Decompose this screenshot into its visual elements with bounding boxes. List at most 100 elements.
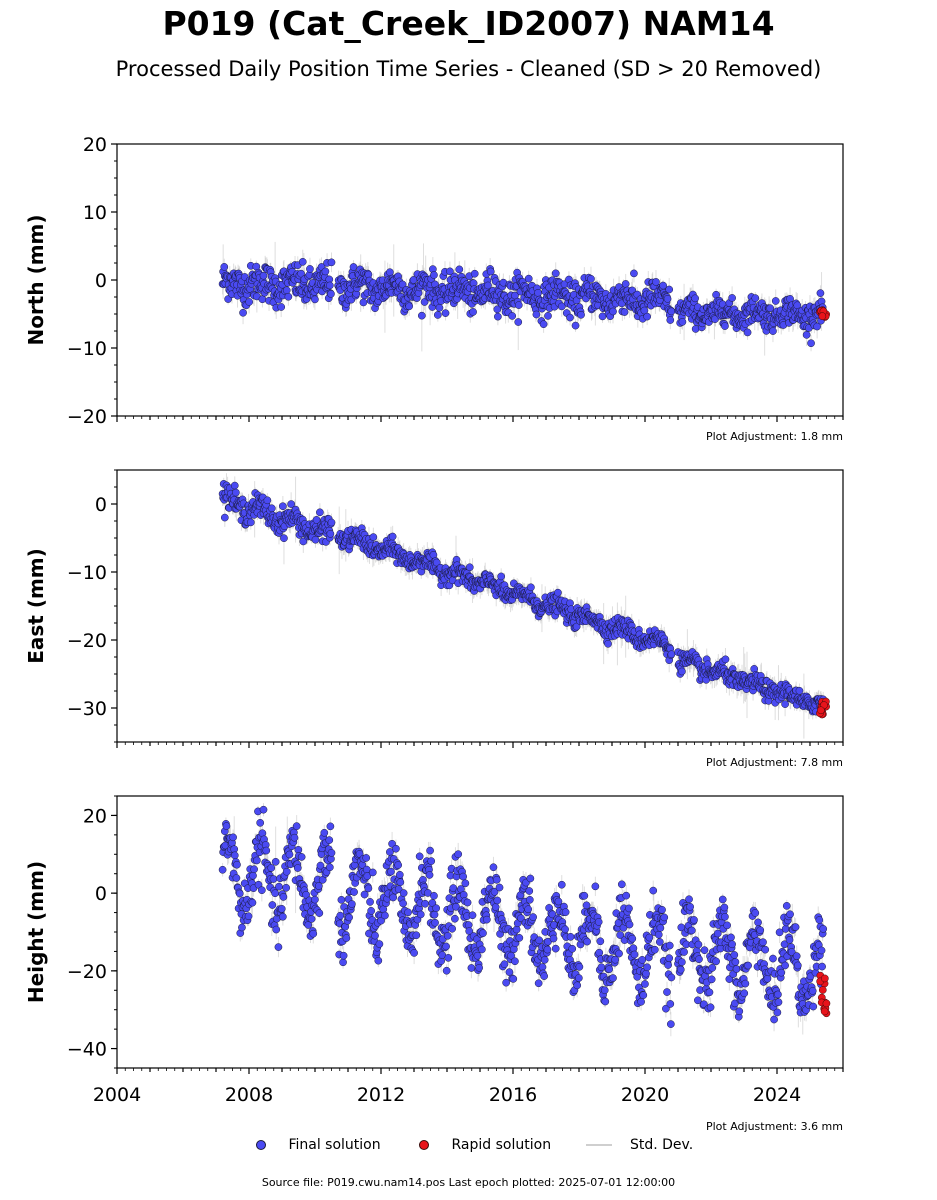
rapid-point (817, 706, 825, 715)
east-axes-frame (116, 469, 844, 743)
rapid-point (818, 986, 827, 994)
final-point (454, 850, 463, 859)
final-point (374, 956, 383, 965)
final-point (708, 964, 717, 972)
final-point (470, 269, 479, 278)
final-point (514, 301, 523, 309)
height-rapid-points (816, 971, 831, 1018)
final-point (629, 944, 638, 953)
final-point (463, 898, 472, 907)
xtick-label: 2004 (93, 1084, 141, 1106)
final-point (774, 998, 783, 1006)
final-point (786, 910, 794, 919)
final-point (666, 316, 675, 324)
final-point (667, 307, 676, 316)
height-plot-area (218, 803, 831, 1037)
final-point (625, 904, 633, 913)
height-plot-adjustment: Plot Adjustment: 3.6 mm (706, 1120, 843, 1133)
final-point (375, 940, 384, 948)
east-ylabel: East (mm) (24, 548, 48, 664)
north-ylabel: North (mm) (24, 214, 48, 345)
north-ytick-label: 0 (95, 270, 107, 292)
final-point (744, 961, 752, 970)
final-point (678, 318, 687, 326)
final-point (680, 948, 688, 956)
final-point (561, 908, 570, 916)
final-point (740, 989, 749, 998)
final-point (415, 852, 424, 861)
final-point (284, 292, 293, 301)
final-point (507, 951, 515, 960)
final-point (478, 945, 486, 954)
final-point (220, 513, 229, 522)
final-point (771, 297, 780, 305)
final-point (777, 968, 786, 977)
final-point (728, 940, 736, 949)
final-point (259, 271, 268, 280)
final-point (316, 508, 324, 517)
final-point (754, 918, 762, 927)
final-point (271, 889, 279, 898)
final-point (272, 925, 281, 934)
final-point (540, 956, 549, 964)
final-point (315, 909, 324, 917)
final-point (795, 686, 804, 695)
final-point (535, 936, 544, 945)
final-point (277, 904, 286, 913)
final-point (731, 958, 740, 966)
final-point (250, 865, 258, 874)
xtick-label: 2020 (621, 1084, 669, 1106)
final-point (551, 944, 560, 953)
final-point (235, 889, 244, 898)
xtick-label: 2024 (753, 1084, 801, 1106)
final-point (502, 978, 510, 987)
final-point (527, 583, 535, 592)
final-point (620, 308, 629, 316)
final-point (524, 274, 533, 283)
final-point (728, 294, 736, 302)
final-point (611, 955, 620, 964)
final-point (561, 925, 569, 934)
xtick-label: 2008 (225, 1084, 273, 1106)
north-final-points (218, 257, 828, 348)
final-point (554, 588, 562, 597)
final-point (484, 281, 492, 290)
final-point (582, 901, 591, 910)
final-point (639, 991, 648, 1000)
final-point (818, 962, 826, 971)
final-point (557, 880, 566, 889)
final-point (432, 558, 441, 567)
final-point (630, 269, 638, 278)
final-point (309, 929, 318, 938)
final-point (442, 966, 451, 975)
final-point (467, 964, 476, 972)
east-ytick-label: −20 (67, 630, 107, 652)
final-point (232, 874, 241, 882)
final-point (396, 878, 405, 887)
final-point (306, 265, 314, 273)
north-ytick-label: 10 (83, 202, 107, 224)
final-point (279, 502, 287, 511)
final-point (721, 912, 729, 921)
height-final-points (218, 805, 828, 1028)
final-point (311, 295, 319, 304)
final-point (540, 972, 548, 980)
final-point (665, 954, 674, 963)
final-point (320, 828, 329, 837)
final-point (807, 339, 815, 348)
final-point (399, 899, 407, 908)
final-point (721, 322, 729, 330)
final-point (239, 308, 247, 317)
final-point (451, 914, 459, 923)
final-point (700, 946, 709, 955)
final-point (554, 897, 563, 906)
final-point (548, 910, 557, 919)
final-point (299, 537, 308, 546)
final-point (638, 956, 647, 964)
final-point (449, 884, 458, 892)
east-std-dev-bars (222, 473, 824, 739)
final-point (279, 912, 287, 921)
final-point (534, 979, 543, 988)
final-point (761, 945, 770, 954)
